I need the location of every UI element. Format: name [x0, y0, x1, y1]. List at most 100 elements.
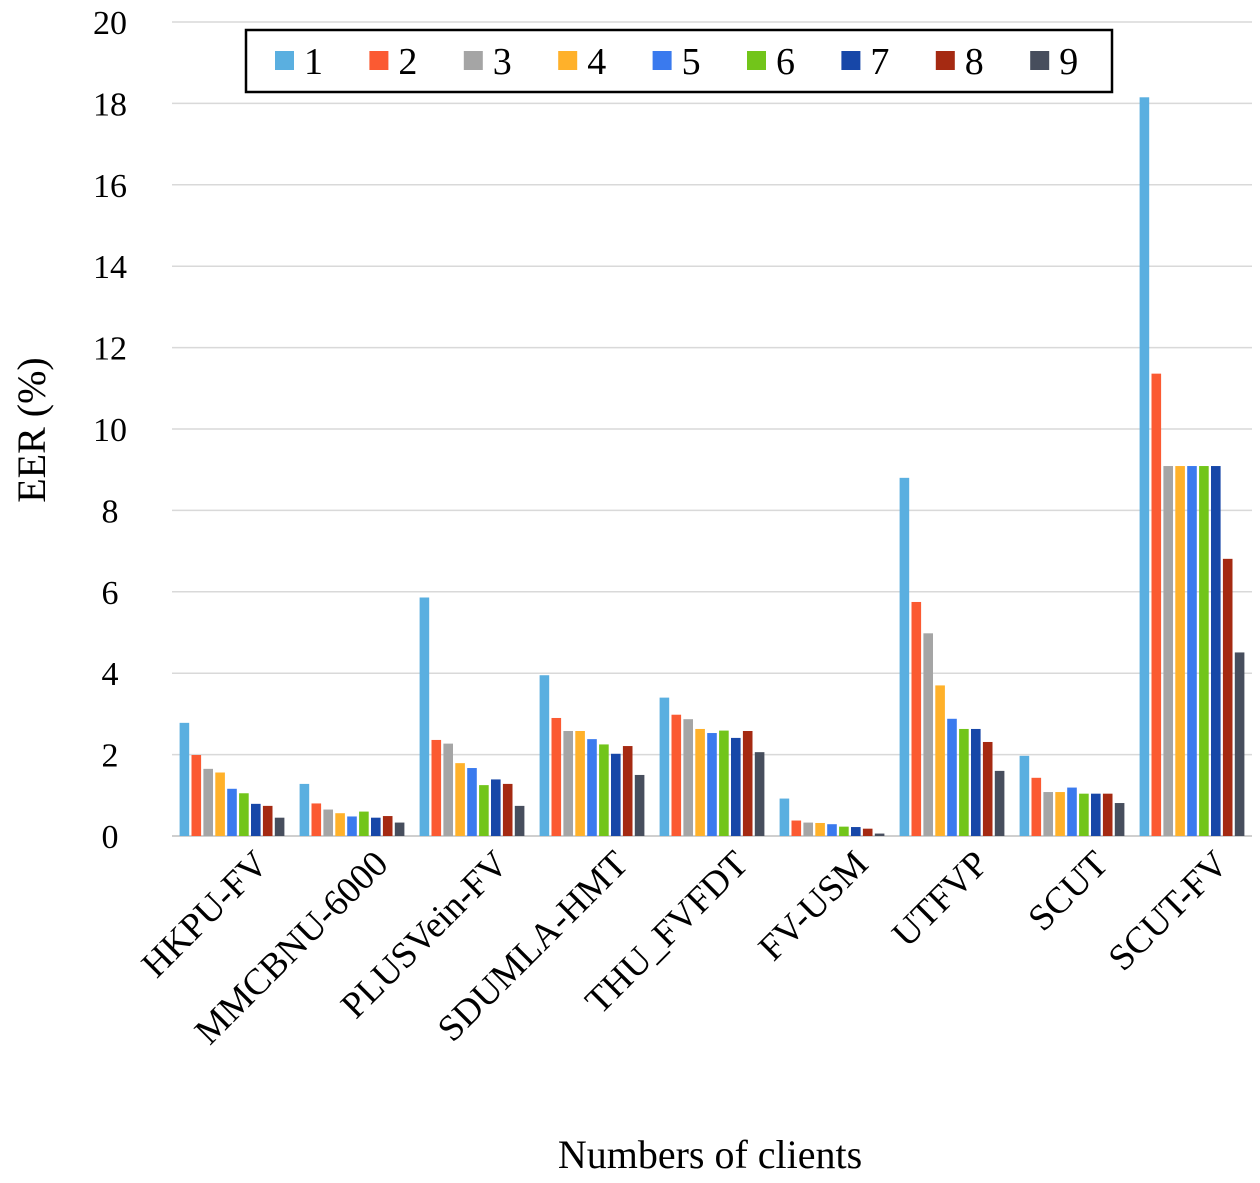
legend-label: 8: [965, 41, 984, 83]
y-tick-label: 4: [102, 656, 119, 693]
y-tick-label: 6: [102, 575, 119, 612]
bar-series-7-scut-fv: [1211, 466, 1221, 836]
bar-series-5-sdumla-hmt: [587, 739, 597, 836]
bar-series-2-thu_fvfdt: [671, 714, 682, 836]
legend-label: 1: [304, 41, 323, 83]
x-category-label: SCUT: [1020, 843, 1116, 939]
bar-series-8-sdumla-hmt: [622, 746, 633, 836]
bar-series-2-scut: [1031, 777, 1042, 836]
bar-series-1-scut: [1019, 755, 1030, 836]
x-category-label: SCUT-FV: [1101, 843, 1237, 979]
legend-label: 9: [1059, 41, 1078, 83]
bar-series-2-utfvp: [911, 601, 922, 836]
bar-series-8-scut: [1102, 793, 1113, 836]
y-tick-label: 16: [93, 168, 127, 205]
x-category-label: FV-USM: [751, 843, 876, 968]
bar-series-7-hkpu-fv: [251, 803, 261, 836]
y-tick-label: 2: [102, 738, 119, 775]
legend-label: 7: [870, 41, 889, 83]
bar-series-3-plusvein-fv: [443, 743, 453, 836]
bar-series-5-mmcbnu-6000: [347, 816, 357, 836]
bar-series-4-sdumla-hmt: [575, 730, 585, 836]
legend-label: 3: [493, 41, 512, 83]
legend-swatch: [841, 51, 861, 70]
bar-series-9-scut-fv: [1234, 652, 1245, 836]
legend-swatch: [747, 51, 766, 70]
bar-series-3-sdumla-hmt: [563, 730, 573, 836]
bar-series-6-hkpu-fv: [239, 793, 249, 836]
x-category-label: UTFVP: [884, 843, 996, 955]
y-tick-label: 18: [93, 86, 127, 123]
bar-series-6-fv-usm: [839, 826, 849, 836]
bar-series-7-mmcbnu-6000: [371, 817, 381, 836]
bar-series-9-hkpu-fv: [274, 817, 285, 836]
legend-swatch: [463, 51, 483, 70]
gridlines: [172, 21, 1252, 837]
bar-series-5-scut: [1067, 787, 1077, 836]
x-axis-title: Numbers of clients: [558, 1132, 862, 1177]
bar-series-8-utfvp: [982, 741, 993, 836]
bar-series-4-scut: [1055, 792, 1065, 836]
y-tick-label: 8: [102, 493, 119, 530]
bar-series-1-thu_fvfdt: [659, 697, 670, 836]
bar-series-5-thu_fvfdt: [707, 733, 717, 836]
legend-swatch: [1030, 51, 1050, 70]
bar-series-5-fv-usm: [827, 824, 837, 836]
bar-series-2-fv-usm: [791, 820, 802, 836]
bar-series-7-utfvp: [971, 728, 981, 836]
bar-series-9-mmcbnu-6000: [394, 822, 405, 836]
bar-series-1-mmcbnu-6000: [299, 783, 310, 836]
bar-series-2-scut-fv: [1151, 373, 1162, 836]
y-tick-label: 12: [93, 331, 127, 368]
bar-series-8-hkpu-fv: [262, 805, 273, 836]
y-axis-ticks: 0 2 4 6 8 10 12 14 16 18 20: [93, 5, 127, 856]
bar-series-1-plusvein-fv: [419, 597, 430, 836]
y-axis-title: EER (%): [9, 357, 54, 503]
bar-series-7-thu_fvfdt: [731, 737, 741, 836]
bar-series-2-sdumla-hmt: [551, 717, 562, 836]
legend-swatch: [935, 51, 955, 70]
legend-label: 2: [398, 41, 417, 83]
bar-series-4-hkpu-fv: [215, 772, 225, 836]
legend-swatch: [652, 51, 672, 70]
bar-series-9-scut: [1114, 803, 1125, 836]
y-tick-label: 20: [93, 5, 127, 42]
legend-label: 4: [587, 41, 606, 83]
bar-series-7-plusvein-fv: [491, 779, 501, 836]
bar-series-3-mmcbnu-6000: [323, 809, 333, 836]
bar-series-9-plusvein-fv: [514, 805, 525, 836]
bar-series-9-thu_fvfdt: [754, 752, 765, 836]
y-tick-label: 14: [93, 249, 127, 286]
bar-series-4-scut-fv: [1175, 466, 1185, 836]
bar-series-4-plusvein-fv: [455, 763, 465, 836]
bar-series-8-scut-fv: [1222, 558, 1233, 836]
bar-series-8-mmcbnu-6000: [382, 816, 393, 836]
legend-label: 5: [682, 41, 701, 83]
legend-box: [244, 28, 1114, 94]
bar-series-3-scut: [1043, 792, 1053, 836]
bar-series-8-plusvein-fv: [502, 783, 513, 836]
bars: [179, 97, 1245, 837]
bar-series-9-fv-usm: [874, 833, 885, 836]
bar-series-5-plusvein-fv: [467, 768, 477, 836]
y-tick-label: 10: [93, 412, 127, 449]
bar-series-8-thu_fvfdt: [742, 730, 753, 836]
bar-series-6-scut: [1079, 793, 1089, 836]
bar-series-1-scut-fv: [1139, 97, 1150, 837]
bar-series-6-sdumla-hmt: [599, 744, 609, 836]
legend-swatch: [275, 51, 294, 70]
bar-series-7-fv-usm: [851, 827, 861, 836]
bar-series-6-scut-fv: [1199, 466, 1209, 836]
bar-series-7-scut: [1091, 793, 1101, 836]
bar-series-1-hkpu-fv: [179, 722, 190, 836]
bar-series-5-scut-fv: [1187, 466, 1197, 836]
y-tick-label: 0: [102, 819, 119, 856]
legend-swatch: [369, 51, 389, 70]
bar-series-8-fv-usm: [862, 828, 873, 836]
bar-series-4-fv-usm: [815, 822, 825, 836]
bar-series-9-sdumla-hmt: [634, 774, 645, 836]
bar-series-3-utfvp: [923, 633, 933, 836]
bar-series-5-utfvp: [947, 718, 957, 836]
bar-series-3-hkpu-fv: [203, 768, 213, 836]
